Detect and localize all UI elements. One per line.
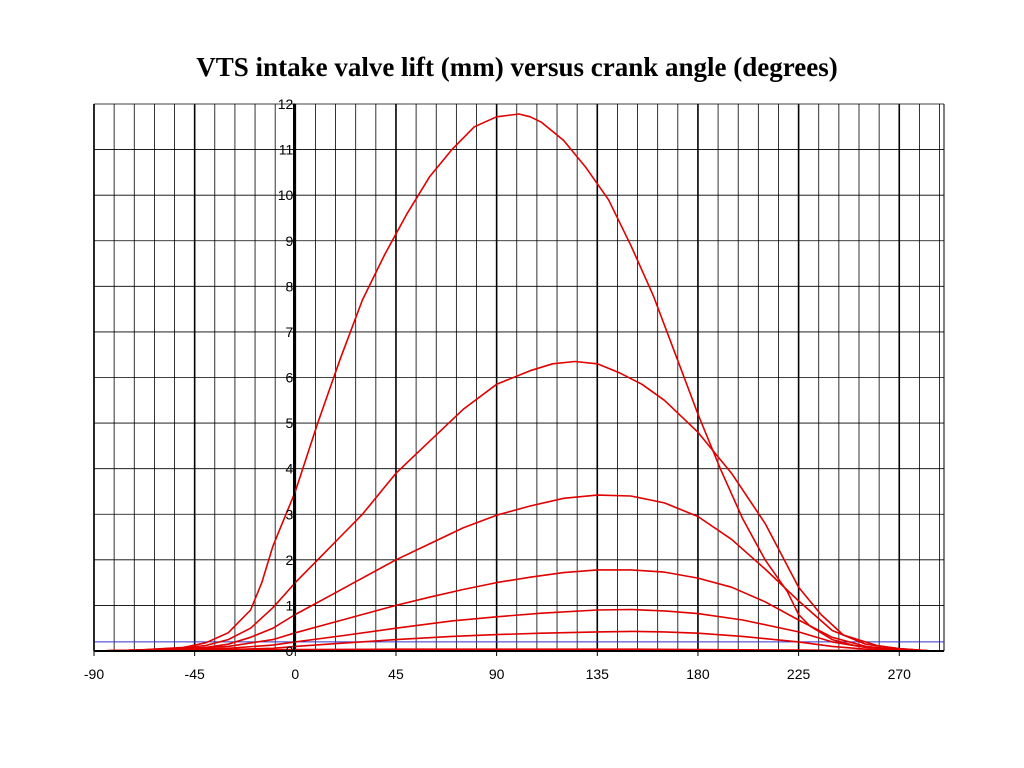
x-tick-label: 180 [686, 666, 710, 682]
series-line-3 [93, 494, 933, 652]
y-tick-label: 7 [286, 324, 294, 340]
series-line-5 [93, 608, 933, 652]
x-tick-labels: -90 -45 0 45 90 135 180 225 270 [84, 651, 911, 682]
chart-title: VTS intake valve lift (mm) versus crank … [196, 52, 838, 82]
x-tick-label: -45 [185, 666, 205, 682]
y-tick-label: 4 [286, 461, 294, 477]
series-layer [93, 113, 933, 652]
y-tick-label: 1 [286, 597, 294, 613]
series-line-6 [93, 630, 933, 652]
x-tick-label: 225 [787, 666, 811, 682]
y-tick-label: 2 [286, 552, 294, 568]
x-tick-label: 135 [586, 666, 610, 682]
y-tick-label: 11 [279, 142, 294, 158]
x-tick-label: -90 [84, 666, 104, 682]
series-line-4 [93, 569, 933, 652]
x-tick-label: 90 [489, 666, 505, 682]
x-tick-label: 0 [291, 666, 299, 682]
y-tick-label: 3 [286, 506, 294, 522]
y-tick-label: 12 [278, 96, 294, 112]
series-line-1 [93, 113, 933, 652]
y-tick-label: 10 [278, 187, 294, 203]
y-tick-label: 6 [286, 370, 294, 386]
y-tick-label: 8 [286, 278, 294, 294]
x-tick-label: 270 [888, 666, 912, 682]
y-tick-label: 5 [286, 415, 294, 431]
series-line-2 [93, 360, 933, 652]
y-tick-label: 9 [286, 233, 294, 249]
minor-gridlines [94, 103, 945, 652]
y-tick-label: 0 [286, 643, 294, 659]
x-tick-label: 45 [388, 666, 404, 682]
